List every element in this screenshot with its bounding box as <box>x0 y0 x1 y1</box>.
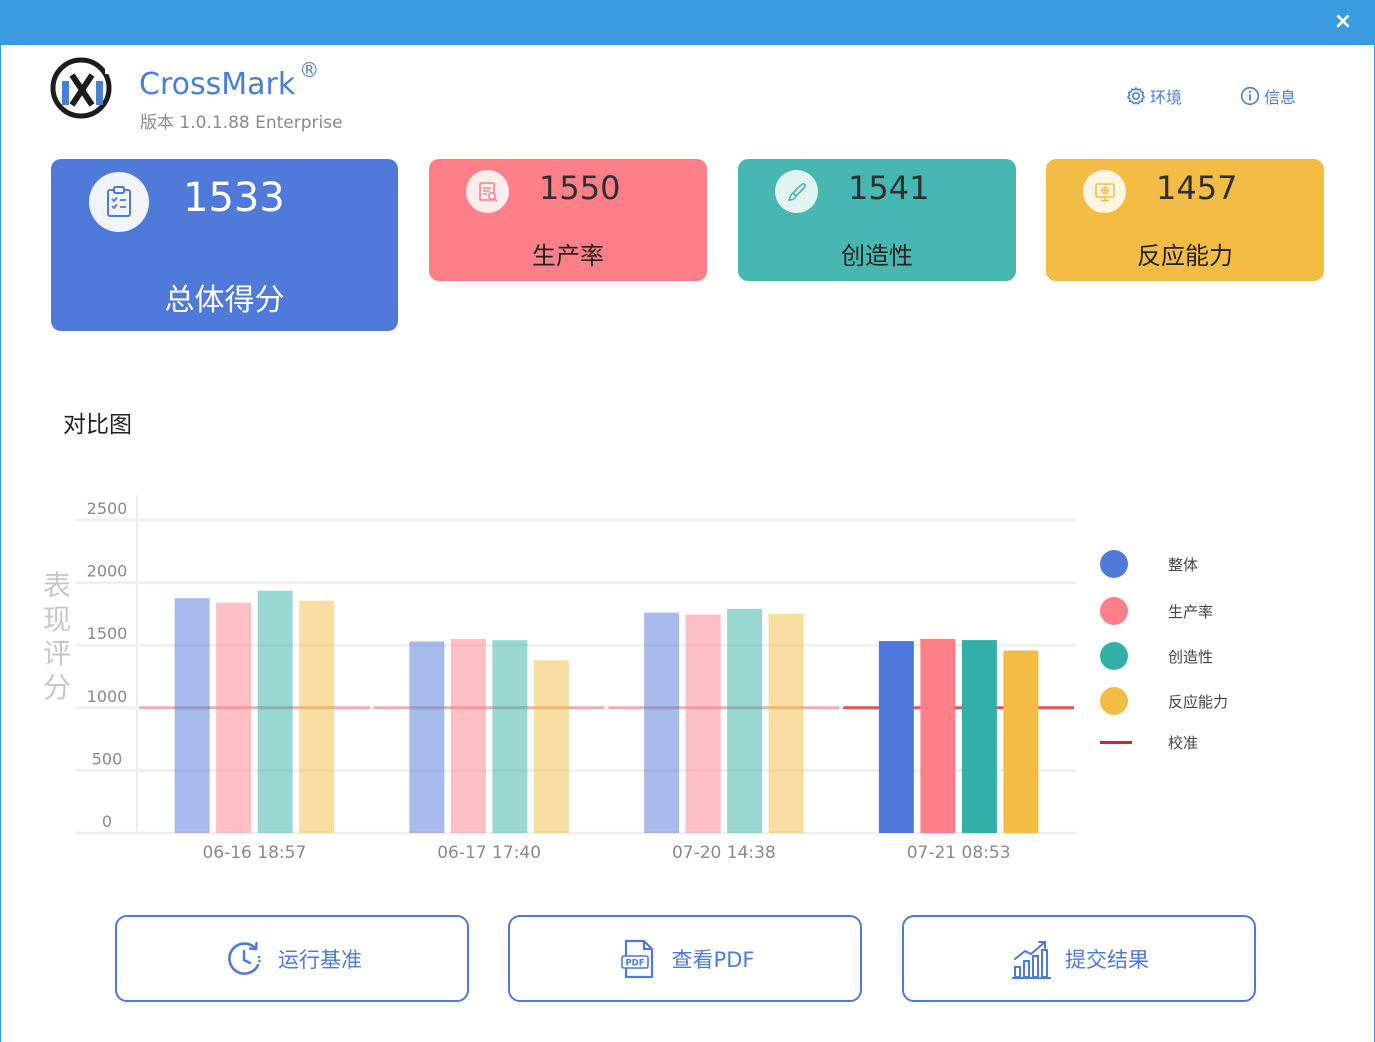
y-tick-label: 1000 <box>87 687 128 706</box>
legend-swatch-creativity <box>1100 642 1128 670</box>
version-text: 版本 1.0.1.88 Enterprise <box>140 113 343 133</box>
legend-label-calibration: 校准 <box>1168 733 1199 752</box>
creativity-score-label: 创造性 <box>841 242 913 270</box>
legend-item-productivity: 生产率 <box>1100 597 1213 625</box>
submit-results-button[interactable]: 提交结果 <box>902 915 1256 1002</box>
y-tick-label: 2000 <box>87 562 128 581</box>
legend-label-creativity: 创造性 <box>1168 647 1214 666</box>
y-tick-label: 1500 <box>87 624 128 643</box>
legend-swatch-productivity <box>1100 597 1128 625</box>
submit-results-label: 提交结果 <box>1065 947 1149 972</box>
y-axis-title-char: 表 <box>43 569 71 602</box>
y-axis-title-char: 现 <box>43 603 71 636</box>
legend-label-responsiveness: 反应能力 <box>1168 692 1229 711</box>
bar-chart-upload-icon <box>1012 940 1051 979</box>
overall-score-label: 总体得分 <box>164 283 285 318</box>
legend-item-creativity: 创造性 <box>1100 642 1213 670</box>
chart-bar <box>727 608 763 833</box>
close-button[interactable]: × <box>1333 9 1353 34</box>
run-benchmark-label: 运行基准 <box>278 947 362 972</box>
legend-item-overall: 整体 <box>1100 550 1198 578</box>
info-icon <box>1240 86 1260 106</box>
y-tick-label: 2500 <box>87 499 128 518</box>
legend-item-calibration: 校准 <box>1100 728 1198 756</box>
responsiveness-score-card: 1457 反应能力 <box>1046 159 1324 281</box>
productivity-score-value: 1550 <box>539 169 621 207</box>
x-tick-label: 06-17 17:40 <box>437 843 541 863</box>
info-link[interactable]: 信息 <box>1240 84 1296 108</box>
run-benchmark-button[interactable]: 运行基准 <box>115 915 469 1002</box>
creativity-score-card: 1541 创造性 <box>738 159 1016 281</box>
document-search-icon <box>466 170 509 213</box>
chart-bar <box>1003 650 1039 833</box>
pdf-file-icon: PDF <box>620 939 653 978</box>
chart-bar <box>174 598 210 833</box>
brush-icon <box>775 170 818 213</box>
productivity-score-label: 生产率 <box>532 242 604 270</box>
overall-score-card: 1533 总体得分 <box>51 159 398 331</box>
chart-bar <box>450 638 486 833</box>
y-tick-label: 500 <box>92 749 123 768</box>
chart-bar <box>768 613 804 833</box>
responsiveness-score-label: 反应能力 <box>1137 242 1233 270</box>
chart-bar <box>920 638 956 833</box>
legend-swatch-responsiveness <box>1100 687 1128 715</box>
legend-swatch-calibration <box>1100 740 1132 744</box>
legend-item-responsiveness: 反应能力 <box>1100 687 1228 715</box>
x-tick-label: 07-20 14:38 <box>672 843 776 863</box>
app-name: CrossMark ® <box>139 58 320 102</box>
chart-bar <box>409 641 445 833</box>
view-pdf-button[interactable]: PDF 查看PDF <box>508 915 862 1002</box>
chart-bar <box>961 640 997 833</box>
productivity-score-card: 1550 生产率 <box>429 159 707 281</box>
crossmark-logo <box>50 57 114 119</box>
y-tick-label: 0 <box>102 812 112 831</box>
legend-label-overall: 整体 <box>1168 555 1199 574</box>
chart-bar <box>685 614 721 833</box>
chart-bar <box>492 640 528 833</box>
y-axis-title-char: 分 <box>43 671 71 704</box>
chart-bar <box>878 641 914 833</box>
legend-label-productivity: 生产率 <box>1168 602 1214 621</box>
creativity-score-value: 1541 <box>848 169 930 207</box>
clock-run-icon <box>228 941 261 975</box>
view-pdf-label: 查看PDF <box>671 947 755 972</box>
info-label: 信息 <box>1264 88 1297 107</box>
legend-swatch-overall <box>1100 550 1128 578</box>
chart-bar <box>299 600 335 833</box>
y-axis-title-char: 评 <box>43 637 71 670</box>
compare-title: 对比图 <box>63 412 132 438</box>
chart-bar <box>257 590 293 833</box>
x-tick-label: 07-21 08:53 <box>907 843 1011 863</box>
chart-bar <box>216 602 252 833</box>
environment-label: 环境 <box>1150 88 1183 107</box>
environment-link[interactable]: 环境 <box>1126 84 1182 108</box>
gear-icon <box>1127 87 1145 105</box>
chart-bar <box>644 612 680 833</box>
clipboard-check-icon <box>89 172 149 232</box>
title-bar: × <box>0 0 1375 45</box>
overall-score-value: 1533 <box>183 175 285 221</box>
svg-text:PDF: PDF <box>625 958 644 968</box>
chart-bar <box>533 660 569 833</box>
responsiveness-score-value: 1457 <box>1156 169 1238 207</box>
window-frame-left <box>0 45 1 1042</box>
x-tick-label: 06-16 18:57 <box>202 843 306 863</box>
monitor-icon <box>1083 170 1126 213</box>
